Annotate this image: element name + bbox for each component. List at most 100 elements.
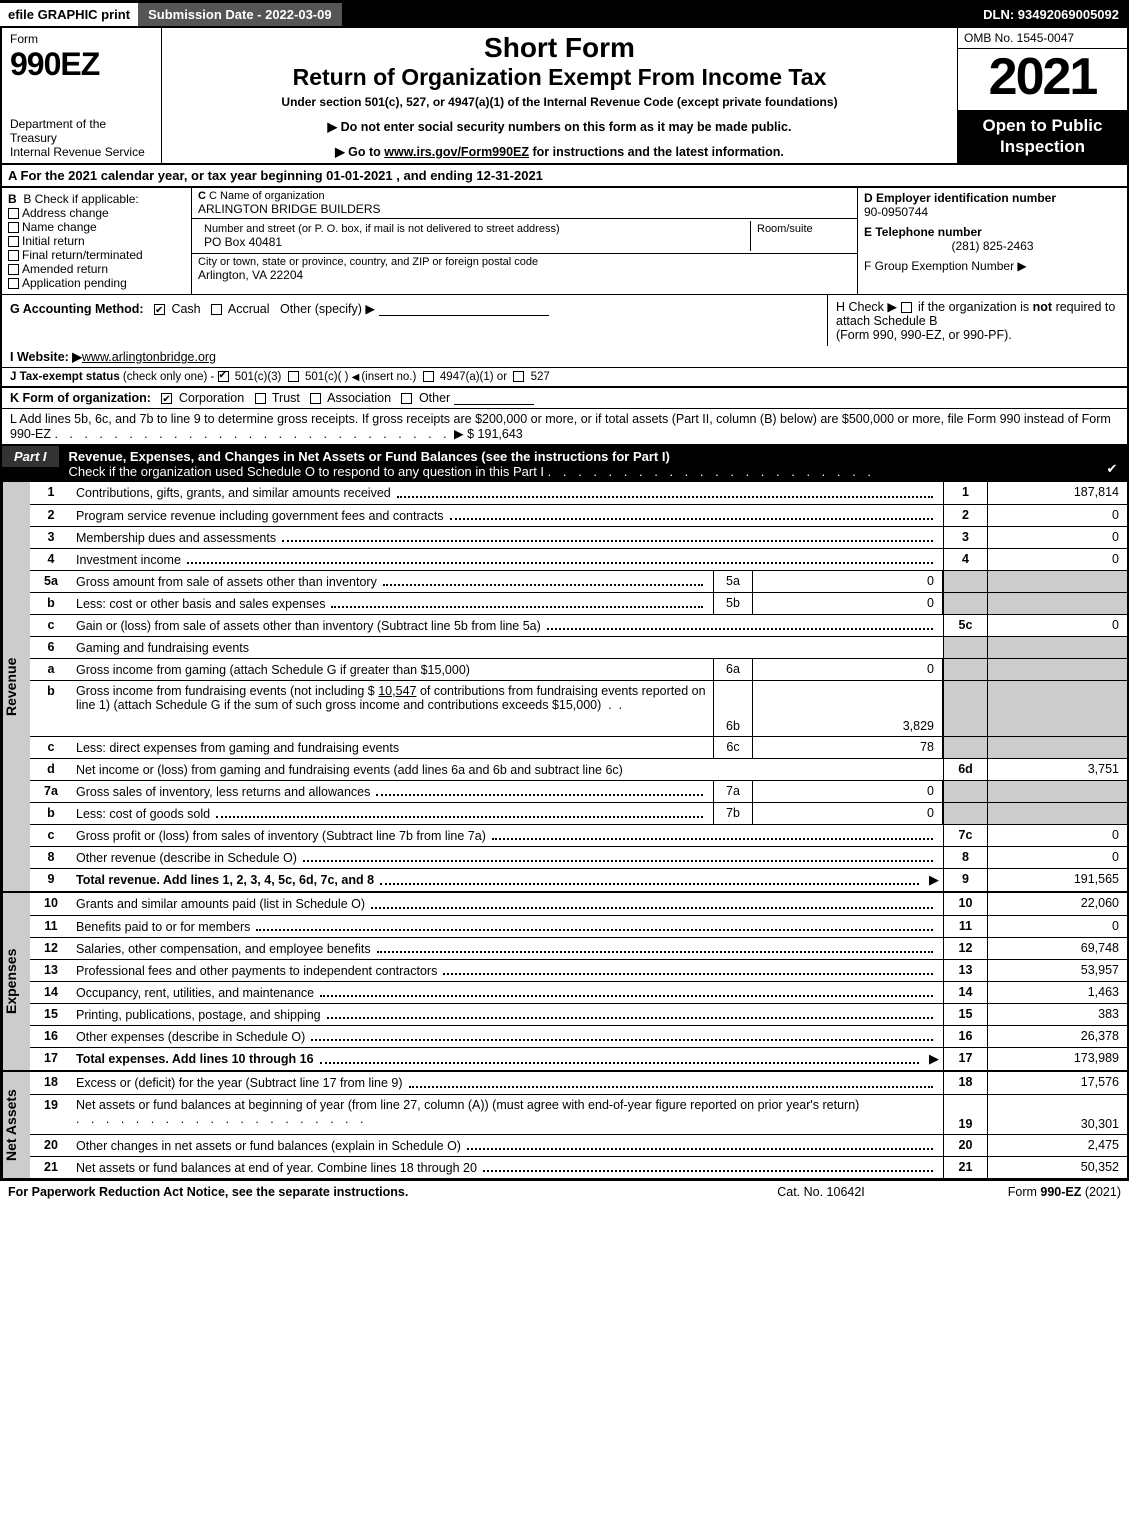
section-g: G Accounting Method: Cash Accrual Other …: [2, 295, 827, 346]
result-val-shade: [987, 659, 1127, 680]
g-label: G Accounting Method:: [10, 302, 144, 316]
website-link[interactable]: www.arlingtonbridge.org: [82, 350, 216, 364]
chk-assoc[interactable]: [310, 393, 321, 404]
line-desc: Excess or (deficit) for the year (Subtra…: [72, 1072, 943, 1094]
chk-final-return[interactable]: Final return/terminated: [8, 248, 185, 262]
fr-post: (2021): [1081, 1185, 1121, 1199]
footer: For Paperwork Reduction Act Notice, see …: [0, 1180, 1129, 1203]
result-val: 0: [987, 549, 1127, 570]
desc-text: Membership dues and assessments: [76, 531, 276, 545]
chk-label: Amended return: [22, 262, 108, 276]
chk-cash[interactable]: [154, 304, 165, 315]
irs-link[interactable]: www.irs.gov/Form990EZ: [384, 145, 529, 159]
org-name-row: C C Name of organization ARLINGTON BRIDG…: [192, 188, 857, 219]
line-desc: Gross income from gaming (attach Schedul…: [72, 659, 713, 680]
mid-val: 0: [753, 659, 943, 680]
result-val: 0: [987, 916, 1127, 937]
desc-text: Investment income: [76, 553, 181, 567]
j-note: (check only one) -: [123, 371, 218, 383]
result-val: 191,565: [987, 869, 1127, 891]
chk-amended[interactable]: Amended return: [8, 262, 185, 276]
result-num-shade: [943, 637, 987, 658]
fr-pre: Form: [1008, 1185, 1041, 1199]
chk-corp[interactable]: [161, 393, 172, 404]
line-6a: aGross income from gaming (attach Schedu…: [30, 658, 1127, 680]
desc-text: Net assets or fund balances at beginning…: [76, 1098, 859, 1112]
section-b: B B Check if applicable: Address change …: [2, 188, 192, 294]
result-num: 15: [943, 1004, 987, 1025]
form-number: 990EZ: [10, 46, 153, 83]
desc-text: Professional fees and other payments to …: [76, 964, 437, 978]
chk-other-org[interactable]: [401, 393, 412, 404]
desc-text: Benefits paid to or for members: [76, 920, 250, 934]
chk-label: Final return/terminated: [22, 248, 143, 262]
footer-right: Form 990-EZ (2021): [921, 1185, 1121, 1199]
mid-val: 0: [753, 803, 943, 824]
line-num: 7a: [30, 781, 72, 802]
line-21: 21Net assets or fund balances at end of …: [30, 1156, 1127, 1178]
result-val: 26,378: [987, 1026, 1127, 1047]
tax-year: 2021: [958, 49, 1127, 110]
result-num-shade: [943, 781, 987, 802]
chk-initial-return[interactable]: Initial return: [8, 234, 185, 248]
chk-address-change[interactable]: Address change: [8, 206, 185, 220]
form-header: Form 990EZ Department of the Treasury In…: [0, 28, 1129, 165]
short-form-title: Short Form: [172, 32, 947, 64]
chk-name-change[interactable]: Name change: [8, 220, 185, 234]
section-i: I Website: ▶www.arlingtonbridge.org: [0, 346, 1129, 367]
desc-text: Printing, publications, postage, and shi…: [76, 1008, 321, 1022]
result-num: 4: [943, 549, 987, 570]
result-num: 17: [943, 1048, 987, 1070]
arrow-icon: ▶: [929, 869, 943, 891]
chk-trust[interactable]: [255, 393, 266, 404]
line-desc: Less: direct expenses from gaming and fu…: [72, 737, 713, 758]
goto-directive: ▶ Go to www.irs.gov/Form990EZ for instru…: [172, 144, 947, 159]
line-desc: Total expenses. Add lines 10 through 16: [72, 1048, 929, 1070]
section-def: D Employer identification number 90-0950…: [857, 188, 1127, 294]
line-num: 12: [30, 938, 72, 959]
room-label: Room/suite: [757, 223, 845, 235]
chk-h[interactable]: [901, 302, 912, 313]
mid-val: 0: [753, 571, 943, 592]
street-cell: Number and street (or P. O. box, if mail…: [198, 221, 751, 251]
chk-accrual[interactable]: [211, 304, 222, 315]
line-num: 15: [30, 1004, 72, 1025]
desc-text: Net assets or fund balances at end of ye…: [76, 1161, 477, 1175]
result-val: 3,751: [987, 759, 1127, 780]
j-501c: 501(c)( ): [305, 371, 348, 383]
block-bcde: B B Check if applicable: Address change …: [0, 186, 1129, 294]
mid-val: 0: [753, 593, 943, 614]
dept-label: Department of the Treasury Internal Reve…: [10, 117, 153, 159]
h-not: not: [1033, 300, 1052, 314]
line-num: b: [30, 593, 72, 614]
line-desc: Investment income: [72, 549, 943, 570]
larrow-icon: [352, 371, 362, 383]
line-desc: Gaming and fundraising events: [72, 637, 943, 658]
c-lbl: C Name of organization: [209, 190, 325, 202]
chk-501c3[interactable]: [218, 371, 229, 382]
chk-pending[interactable]: Application pending: [8, 276, 185, 290]
result-val-shade: [987, 803, 1127, 824]
result-num: 20: [943, 1135, 987, 1156]
efile-label[interactable]: efile GRAPHIC print: [0, 3, 138, 26]
result-num-shade: [943, 737, 987, 758]
line-10: 10Grants and similar amounts paid (list …: [30, 893, 1127, 915]
chk-501c[interactable]: [288, 371, 299, 382]
line-desc: Printing, publications, postage, and shi…: [72, 1004, 943, 1025]
org-name: ARLINGTON BRIDGE BUILDERS: [198, 202, 851, 216]
line-20: 20Other changes in net assets or fund ba…: [30, 1134, 1127, 1156]
result-val: 187,814: [987, 482, 1127, 504]
result-val: 0: [987, 615, 1127, 636]
result-num: 16: [943, 1026, 987, 1047]
line-16: 16Other expenses (describe in Schedule O…: [30, 1025, 1127, 1047]
chk-527[interactable]: [513, 371, 524, 382]
line-19: 19Net assets or fund balances at beginni…: [30, 1094, 1127, 1134]
line-num: 20: [30, 1135, 72, 1156]
chk-4947[interactable]: [423, 371, 434, 382]
result-val: 50,352: [987, 1157, 1127, 1178]
line-desc: Professional fees and other payments to …: [72, 960, 943, 981]
line-num: 5a: [30, 571, 72, 592]
mid-num: 6b: [713, 681, 753, 736]
line-5c: cGain or (loss) from sale of assets othe…: [30, 614, 1127, 636]
line-num: 4: [30, 549, 72, 570]
